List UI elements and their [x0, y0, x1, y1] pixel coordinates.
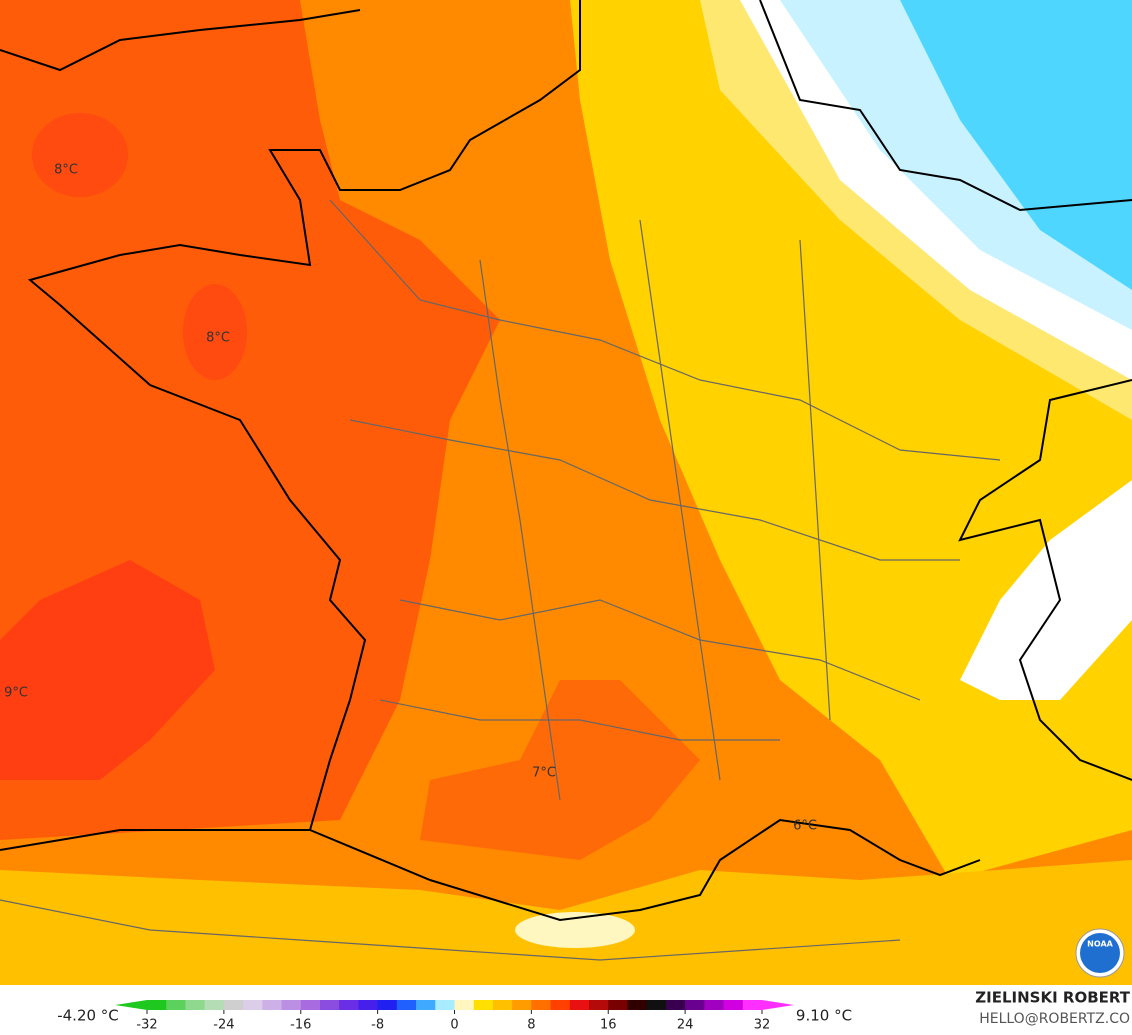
colorbar-segment [358, 1000, 379, 1010]
logo-disc [1080, 933, 1120, 973]
colorbar-segment [262, 1000, 283, 1010]
coastline [0, 0, 1132, 922]
coast-britain [0, 9, 361, 72]
colorbar-segment [589, 1000, 609, 1010]
colorbar-arrow-high [762, 1000, 794, 1010]
legend-min: -4.20 °C [57, 1007, 119, 1025]
coast-mediterranean [309, 818, 981, 922]
border [0, 899, 901, 961]
colorbar-segment [377, 1000, 398, 1010]
field-warm-spot [183, 284, 247, 380]
colorbar-segment [166, 1000, 186, 1010]
colorbar: -32 -24 -16 -8 0 8 16 24 32 [115, 1000, 794, 1033]
colorbar-tick-label: 0 [450, 1018, 458, 1033]
border [639, 219, 721, 781]
colorbar-segment [492, 1000, 513, 1010]
temperature-field [0, 0, 1132, 985]
colorbar-segment [569, 1000, 590, 1010]
colorbar-segment [704, 1000, 725, 1010]
colorbar-segment [223, 1000, 244, 1010]
colorbar-segment [204, 1000, 225, 1010]
colorbar-segment [665, 1000, 686, 1010]
colorbar-segment [185, 1000, 206, 1010]
colorbar-segment [646, 1000, 667, 1010]
border-east [958, 379, 1132, 781]
border-north [759, 0, 1132, 212]
colorbar-tick-label: 8 [527, 1018, 535, 1033]
map-labels: 8°C 8°C 9°C 7°C 6°C [4, 163, 817, 834]
border [379, 699, 780, 741]
colorbar-segment [742, 1000, 763, 1010]
colorbar-tick-label: 32 [754, 1018, 771, 1033]
colorbar-segment [512, 1000, 532, 1010]
field-warm-spot [420, 680, 700, 860]
noaa-logo: NOAA [1075, 928, 1125, 978]
colorbar-segment [473, 1000, 494, 1010]
colorbar-tick-label: 16 [600, 1018, 617, 1033]
colorbar-tick-label: -16 [290, 1018, 311, 1033]
coast-atlantic [0, 0, 581, 851]
legend-max: 9.10 °C [796, 1007, 852, 1025]
colorbar-arrow-low [115, 1000, 147, 1010]
field-cyan [900, 0, 1132, 290]
colorbar-segment [435, 1000, 455, 1010]
colorbar-segment [243, 1000, 263, 1010]
border [799, 239, 831, 721]
colorbar-tick-label: -24 [213, 1018, 234, 1033]
colorbar-segment [531, 1000, 552, 1010]
border [349, 419, 960, 561]
colorbar-segment [723, 1000, 744, 1010]
border [479, 259, 561, 801]
colorbar-segment [319, 1000, 340, 1010]
colorbar-segment [281, 1000, 302, 1010]
colorbar-segment [300, 1000, 321, 1010]
colorbar-segment [627, 1000, 648, 1010]
colorbar-segment [608, 1000, 628, 1010]
field-warm-spot [0, 560, 215, 780]
colorbar-segment [454, 1000, 475, 1010]
field-cool-spot [515, 912, 635, 948]
colorbar-tick-label: -8 [371, 1018, 384, 1033]
map-label: 8°C [206, 331, 230, 346]
colorbar-tick-label: -32 [136, 1018, 157, 1033]
credit-author: ZIELINSKI ROBERT [975, 989, 1130, 1007]
logo-text: NOAA [1087, 940, 1113, 949]
colorbar-segment [147, 1000, 167, 1010]
credit-contact: HELLO@ROBERTZ.CO [979, 1011, 1130, 1027]
map-label: 9°C [4, 686, 28, 701]
field-white [960, 480, 1132, 700]
map-label: 8°C [54, 163, 78, 178]
field-warm-spot [32, 113, 128, 197]
map-label: 7°C [532, 766, 556, 781]
colorbar-segment [339, 1000, 359, 1010]
colorbar-segment [416, 1000, 436, 1010]
colorbar-tick-label: 24 [677, 1018, 694, 1033]
border [329, 199, 1001, 461]
region-borders [0, 199, 1001, 961]
colorbar-segment [550, 1000, 571, 1010]
border [399, 599, 921, 701]
colorbar-segment [396, 1000, 417, 1010]
map-label: 6°C [793, 819, 817, 834]
colorbar-segment [685, 1000, 705, 1010]
